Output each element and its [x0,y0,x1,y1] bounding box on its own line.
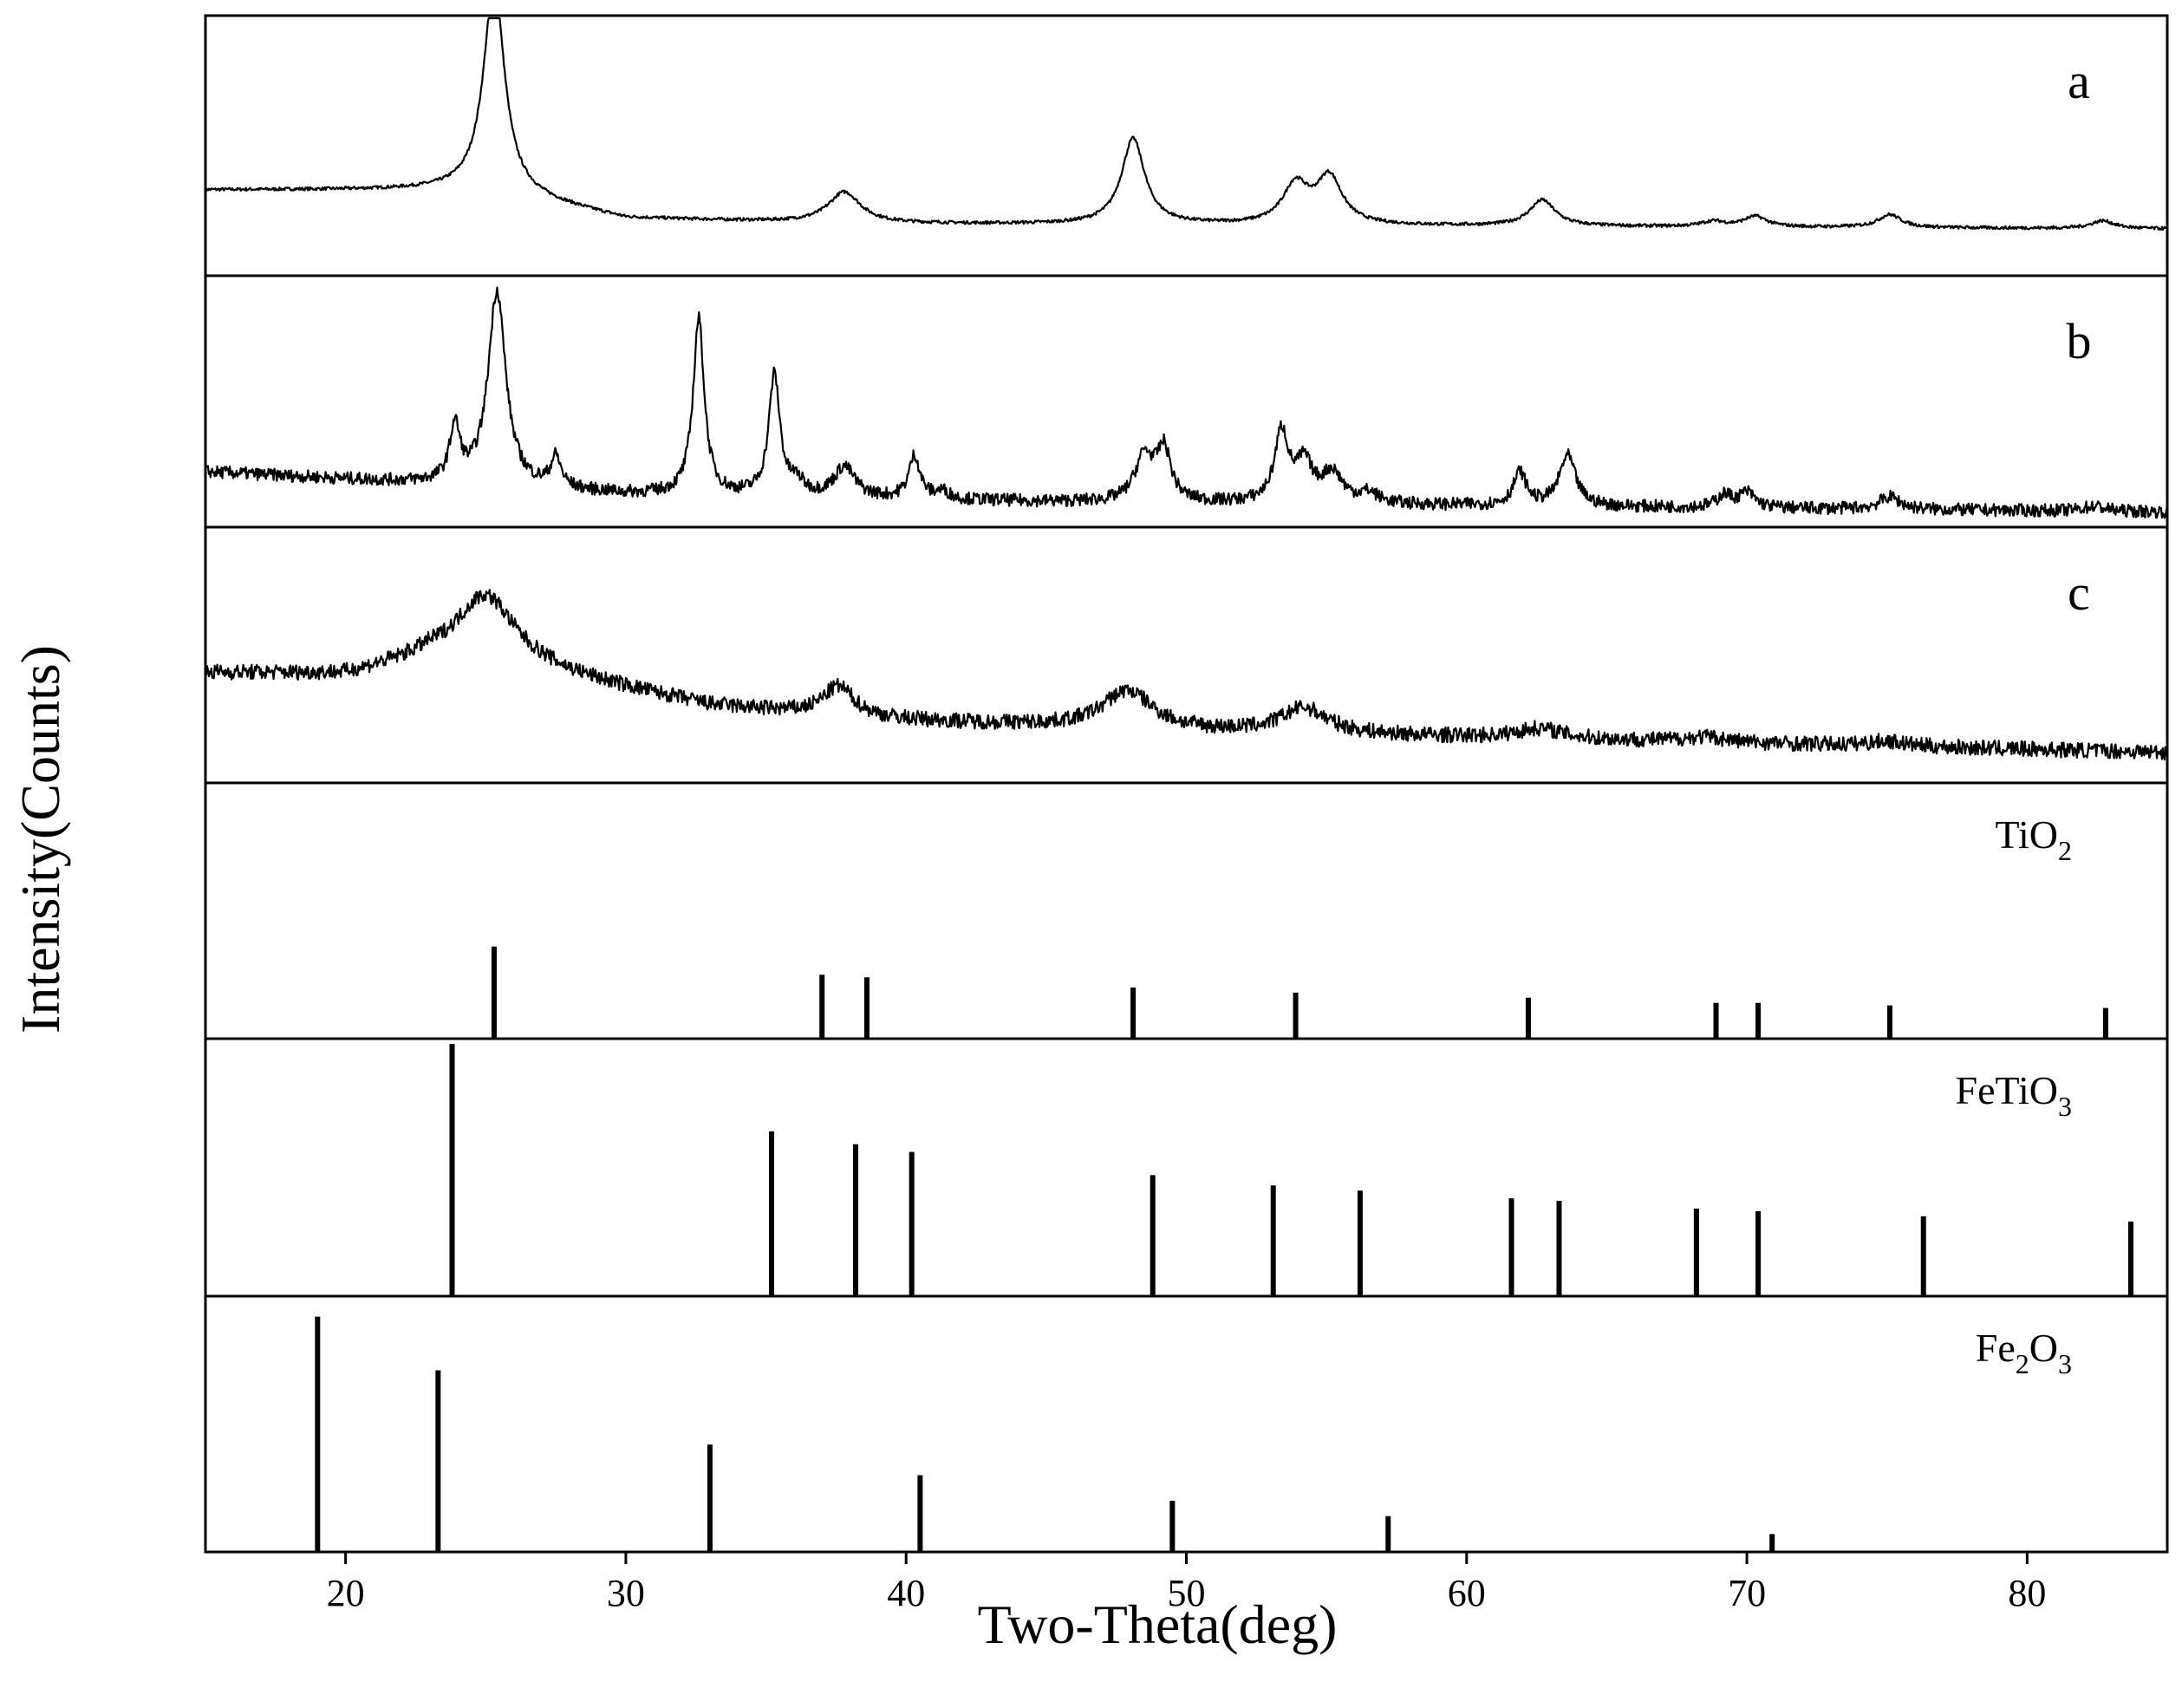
x-axis-ticks: 20 30 40 50 60 70 80 [327,1552,2046,1614]
reference-label-Fe2O3: Fe2O3 [1976,1326,2072,1379]
x-tick-label: 70 [1728,1572,1766,1614]
panel-frame [204,781,2169,1040]
series-line-a [204,16,2168,231]
series-line-b [204,286,2168,519]
x-tick-label: 40 [887,1572,925,1614]
panel-Fe2O3: Fe2O3 [204,1294,2169,1554]
panel-TiO2: TiO2 [204,781,2169,1040]
panel-b: b [204,274,2169,529]
panel-a: a [204,14,2169,277]
series-line-c [204,589,2168,761]
x-tick-label: 30 [607,1572,645,1614]
x-tick-label: 50 [1168,1572,1206,1614]
panel-frame [204,1037,2169,1298]
series-label-c: c [2068,564,2090,621]
x-tick-label: 80 [2008,1572,2046,1614]
x-tick-label: 20 [327,1572,365,1614]
panels: a b c TiO2 FeTiO3 Fe2O3 [204,14,2169,1554]
series-label-b: b [2067,313,2092,369]
x-tick-label: 60 [1448,1572,1486,1614]
y-axis-label: Intensity(Counts) [10,645,71,1033]
reference-label-FeTiO3: FeTiO3 [1956,1068,2072,1122]
reference-label-TiO2: TiO2 [1996,812,2072,866]
series-label-a: a [2068,53,2090,109]
panel-frame [204,1294,2169,1554]
x-axis-label: Two-Theta(deg) [978,1594,1338,1655]
panel-FeTiO3: FeTiO3 [204,1037,2169,1298]
panel-frame [204,14,2169,277]
panel-c: c [204,525,2169,785]
